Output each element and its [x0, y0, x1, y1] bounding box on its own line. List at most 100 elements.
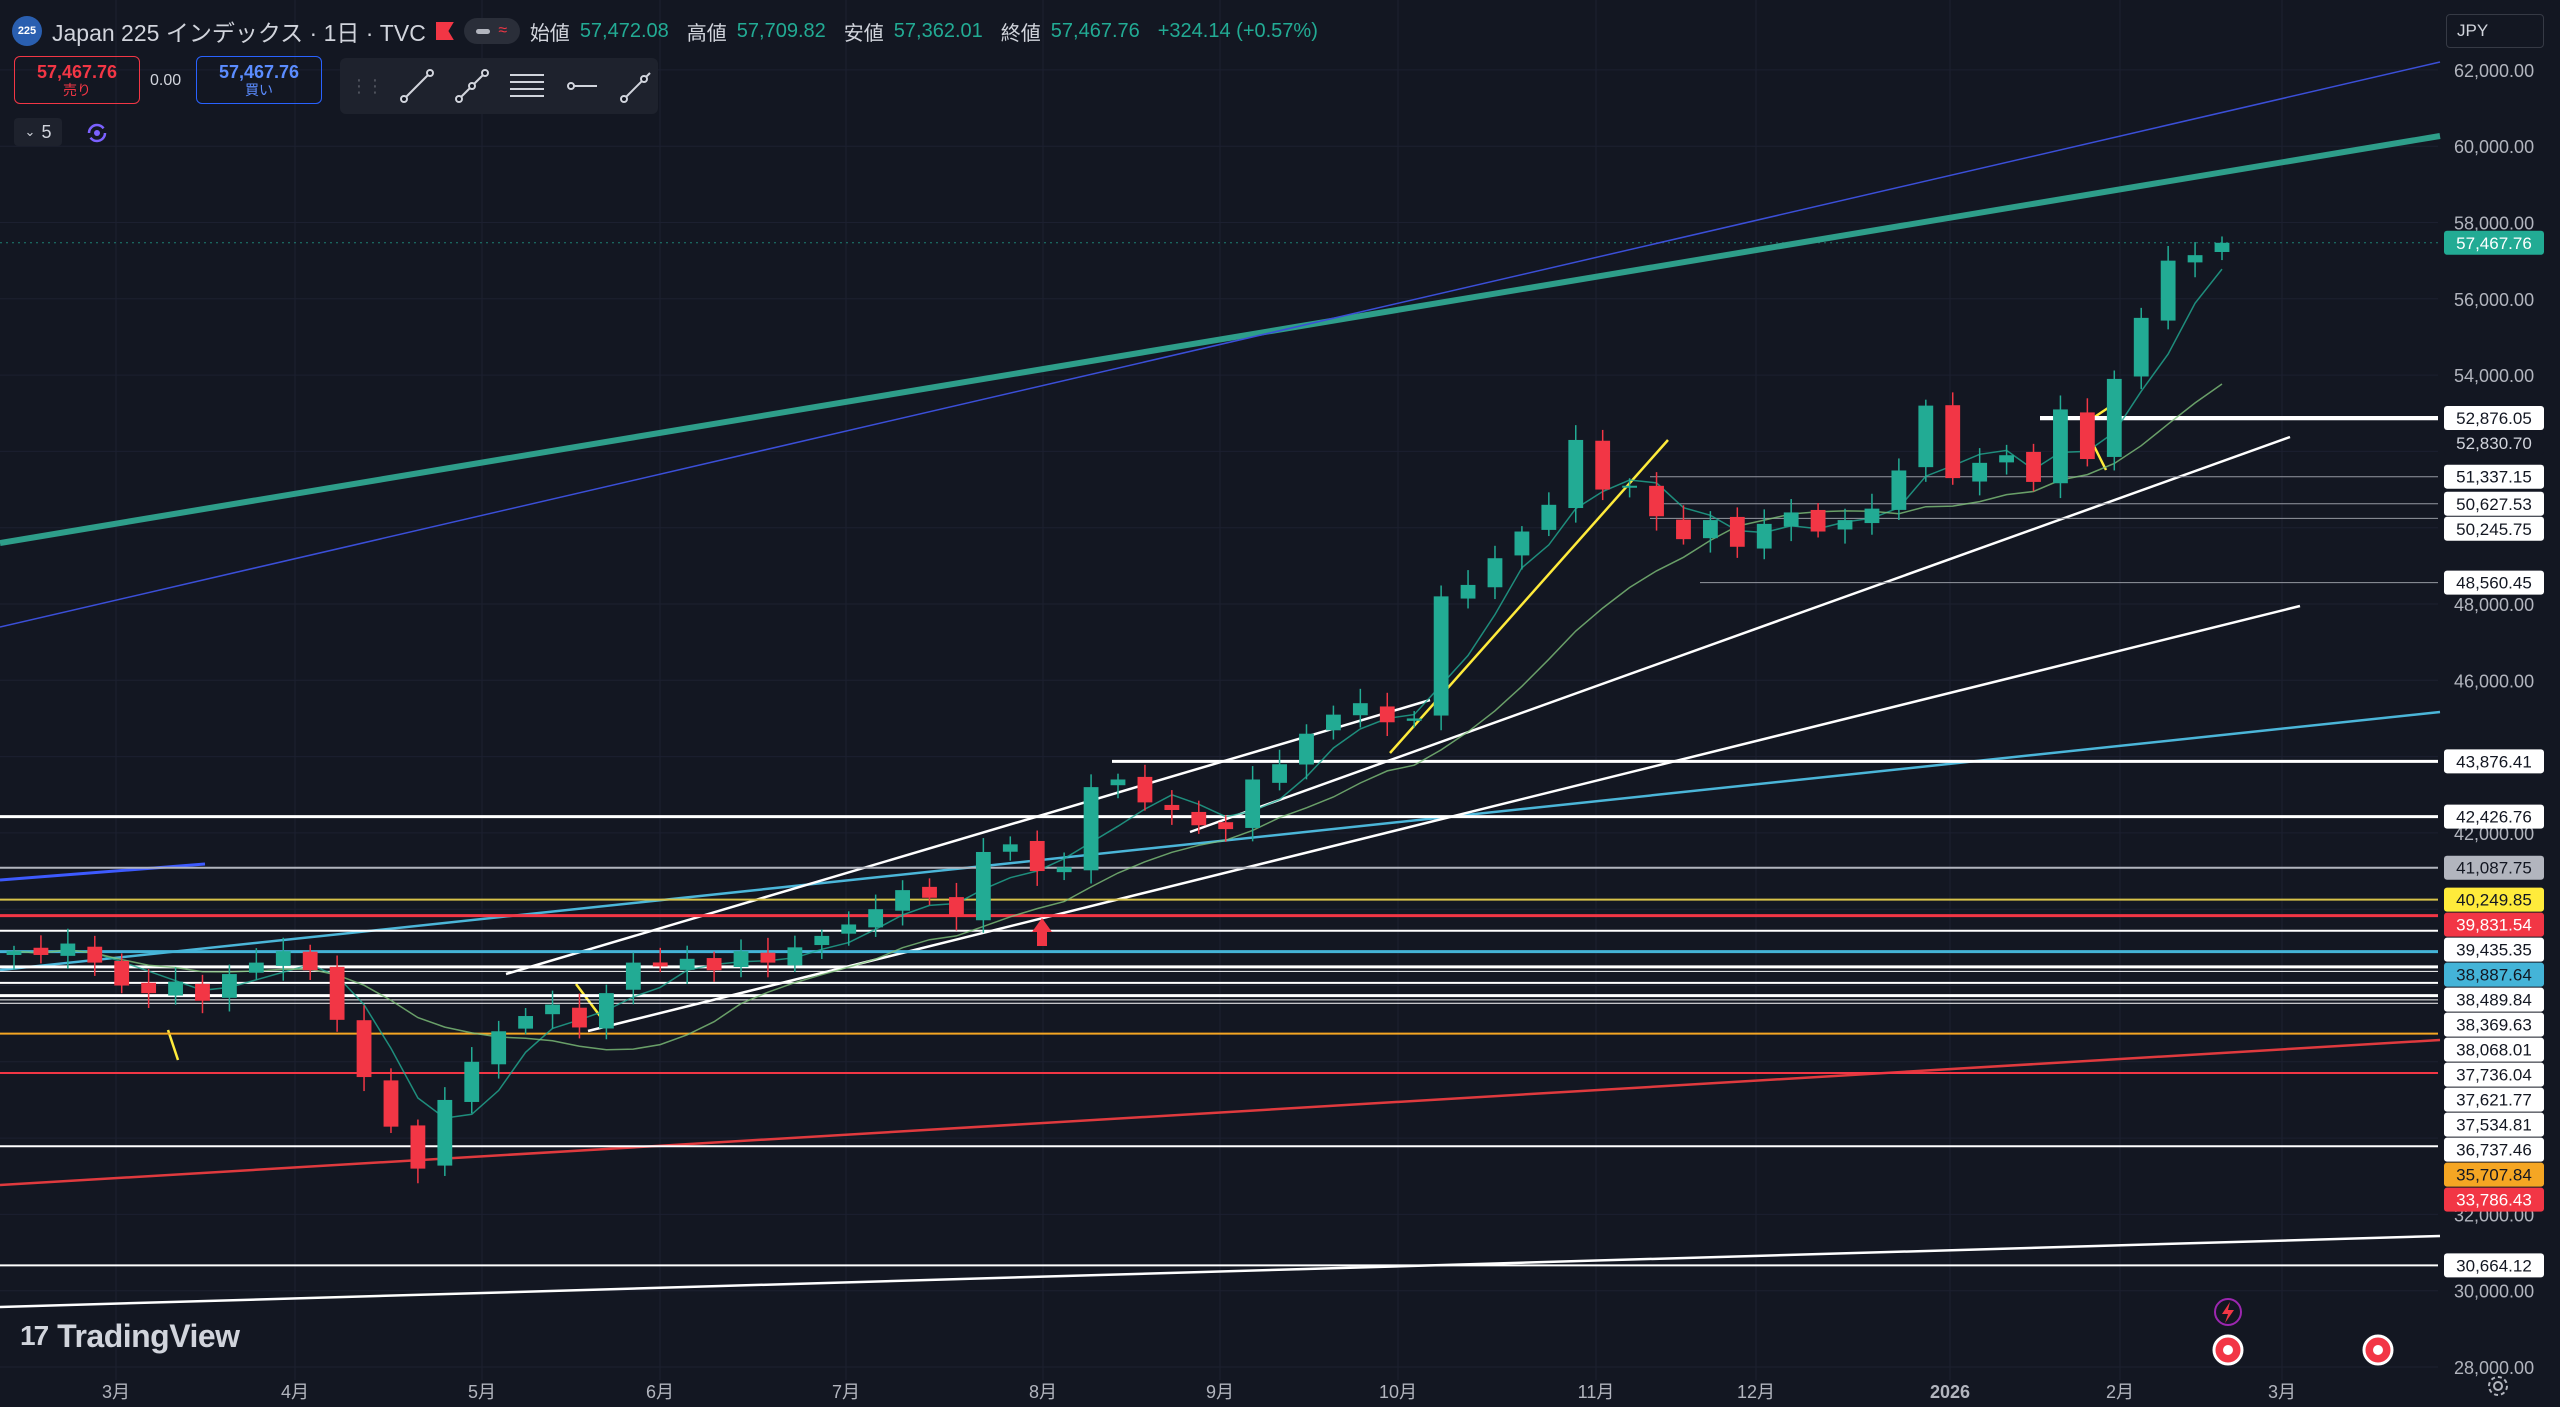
candle-body — [491, 1031, 507, 1065]
level-price-label: 30,664.12 — [2456, 1256, 2532, 1275]
alert-icon[interactable] — [2208, 1296, 2248, 1336]
candle-body — [2026, 451, 2041, 482]
ray-tool-icon[interactable] — [617, 65, 658, 107]
level-price-label-bg — [2444, 962, 2544, 987]
candle-body — [625, 962, 641, 990]
level-price-label-bg — [2444, 570, 2544, 595]
indicator-toggle[interactable]: ⌄ 5 — [14, 118, 62, 146]
currency-selector[interactable]: JPY — [2446, 14, 2544, 48]
candle-body — [1083, 787, 1099, 871]
sync-icon[interactable] — [84, 120, 110, 146]
level-price-label: 52,830.70 — [2456, 434, 2532, 453]
indicator-count: 5 — [41, 121, 52, 142]
candle-body — [1649, 485, 1664, 517]
x-tick-label: 10月 — [1379, 1382, 1417, 1402]
candle-body — [6, 951, 22, 955]
y-tick-label: 56,000.00 — [2454, 290, 2534, 310]
tv-logo-icon: 17 — [20, 1320, 49, 1351]
candle-body — [1837, 520, 1853, 530]
visibility-toggle[interactable]: ≈ — [463, 18, 520, 44]
last-price-label-bg — [2444, 230, 2544, 255]
candle-body — [1972, 462, 1988, 482]
path-tool-icon[interactable] — [451, 65, 492, 107]
candle-body — [1918, 405, 1934, 468]
x-tick-label: 3月 — [102, 1382, 130, 1402]
level-price-label: 33,786.43 — [2456, 1191, 2532, 1210]
y-tick-label: 28,000.00 — [2454, 1358, 2534, 1378]
sell-button[interactable]: 57,467.76 売り — [14, 56, 140, 104]
candle-body — [1299, 733, 1314, 765]
candle-body — [2187, 255, 2203, 263]
candle-body — [2053, 409, 2068, 484]
candle-body — [356, 1020, 372, 1078]
x-tick-label: 4月 — [281, 1382, 309, 1402]
level-price-label: 37,621.77 — [2456, 1091, 2532, 1110]
candle-body — [1595, 440, 1611, 490]
candle-body — [437, 1099, 453, 1166]
candle-body — [922, 886, 937, 898]
low-label: 安値 — [843, 22, 884, 45]
line-tool-icon[interactable] — [396, 65, 437, 107]
candle-body — [1487, 558, 1503, 588]
hline-tool-icon[interactable] — [562, 65, 603, 107]
candle-body — [2133, 317, 2149, 377]
y-tick-label: 54,000.00 — [2454, 366, 2534, 386]
level-price-label-bg — [2444, 1087, 2544, 1112]
candle-body — [1379, 706, 1395, 723]
record-icon[interactable] — [2358, 1334, 2398, 1374]
open-label: 始値 — [529, 22, 570, 45]
tradingview-logo[interactable]: 17 TradingView — [20, 1316, 240, 1356]
settings-icon[interactable] — [2484, 1372, 2512, 1400]
candle-body — [545, 1004, 560, 1015]
candle-body — [787, 947, 803, 966]
level-price-label: 37,736.04 — [2456, 1066, 2532, 1085]
fib-tool-icon[interactable] — [506, 65, 547, 107]
level-price-label: 39,435.35 — [2456, 941, 2532, 960]
y-tick-label: 30,000.00 — [2454, 1282, 2534, 1302]
y-tick-label: 48,000.00 — [2454, 595, 2534, 615]
level-price-label: 39,831.54 — [2456, 916, 2532, 935]
candle-body — [895, 890, 910, 911]
ma-fast — [13, 268, 2223, 1119]
candle-body — [1541, 504, 1557, 530]
candle-body — [60, 943, 76, 956]
chevron-down-icon: ⌄ — [24, 124, 36, 139]
candle-body — [841, 924, 857, 934]
candle-body — [33, 947, 49, 955]
level-price-label: 50,627.53 — [2456, 495, 2532, 514]
candle-body — [141, 982, 157, 994]
level-price-label-bg — [2444, 804, 2544, 829]
flag-icon[interactable] — [435, 22, 454, 40]
candle-body — [1002, 844, 1018, 852]
level-price-label: 36,737.46 — [2456, 1141, 2532, 1160]
candle-body — [868, 909, 884, 928]
x-tick-label: 2026 — [1930, 1382, 1970, 1402]
candle-body — [1999, 455, 2014, 463]
level-price-label: 50,245.75 — [2456, 520, 2532, 539]
candle-body — [679, 958, 695, 970]
level-price-label-bg — [2444, 937, 2544, 962]
replay-icon[interactable] — [2208, 1334, 2248, 1374]
drag-handle-icon[interactable]: ⋮⋮ — [350, 75, 384, 96]
x-tick-label: 11月 — [1578, 1382, 1615, 1402]
low-value: 57,362.01 — [893, 19, 983, 42]
candle-body — [410, 1125, 426, 1169]
candle-body — [652, 962, 668, 967]
level-price-label: 40,249.85 — [2456, 891, 2532, 910]
level-price-label-bg — [2444, 1187, 2544, 1212]
symbol-title[interactable]: Japan 225 インデックス · 1日 · TVC — [52, 20, 426, 46]
level-price-label-bg — [2444, 405, 2544, 430]
close-label: 終値 — [1000, 22, 1041, 45]
level-price-label-bg — [2444, 516, 2544, 541]
green-trendline — [0, 133, 2441, 546]
symbol-badge[interactable]: 225 — [12, 16, 42, 46]
buy-button[interactable]: 57,467.76 買い — [196, 56, 322, 104]
level-price-label: 51,337.15 — [2456, 468, 2532, 487]
level-price-label-bg — [2444, 912, 2544, 937]
x-tick-label: 7月 — [832, 1382, 860, 1402]
level-price-label: 37,534.81 — [2456, 1116, 2532, 1135]
candle-body — [222, 974, 237, 998]
white-channel-mid — [1189, 435, 2291, 834]
